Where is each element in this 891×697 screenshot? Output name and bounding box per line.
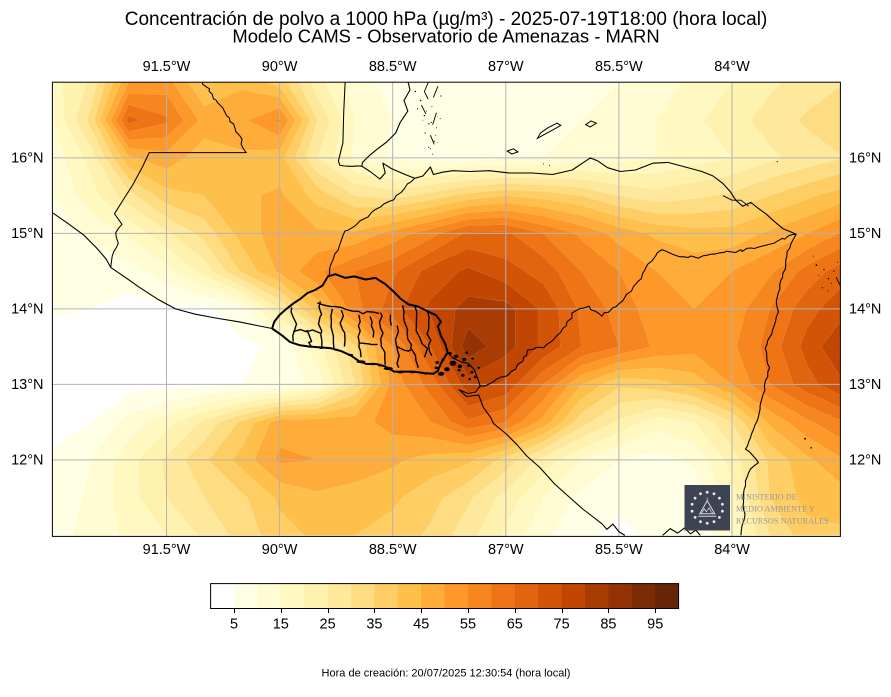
svg-text:90°W: 90°W: [262, 542, 298, 558]
svg-text:Concentración de polvo a 1000: Concentración de polvo a 1000 hPa (µg/m³…: [125, 9, 768, 30]
svg-text:85.5°W: 85.5°W: [595, 59, 643, 75]
svg-text:16°N: 16°N: [11, 151, 43, 167]
svg-text:16°N: 16°N: [849, 151, 881, 167]
svg-text:25: 25: [320, 617, 336, 633]
svg-text:15°N: 15°N: [11, 226, 43, 242]
svg-text:84°W: 84°W: [714, 59, 750, 75]
svg-text:85: 85: [600, 617, 616, 633]
svg-text:91.5°W: 91.5°W: [143, 59, 191, 75]
svg-text:13°N: 13°N: [11, 377, 43, 393]
svg-text:RECURSOS NATURALES: RECURSOS NATURALES: [736, 517, 829, 526]
svg-text:15°N: 15°N: [849, 226, 881, 242]
svg-text:12°N: 12°N: [11, 453, 43, 469]
svg-text:45: 45: [413, 617, 429, 633]
svg-text:84°W: 84°W: [714, 542, 750, 558]
svg-text:55: 55: [460, 617, 476, 633]
svg-text:91.5°W: 91.5°W: [143, 542, 191, 558]
svg-text:35: 35: [366, 617, 382, 633]
svg-text:14°N: 14°N: [11, 302, 43, 318]
svg-text:Hora de creación: 20/07/2025 1: Hora de creación: 20/07/2025 12:30:54 (h…: [322, 668, 571, 680]
svg-text:14°N: 14°N: [849, 302, 881, 318]
svg-text:85.5°W: 85.5°W: [595, 542, 643, 558]
svg-text:88.5°W: 88.5°W: [369, 59, 417, 75]
svg-text:12°N: 12°N: [849, 453, 881, 469]
svg-text:90°W: 90°W: [262, 59, 298, 75]
svg-text:13°N: 13°N: [849, 377, 881, 393]
svg-text:88.5°W: 88.5°W: [369, 542, 417, 558]
svg-text:75: 75: [554, 617, 570, 633]
svg-text:87°W: 87°W: [488, 542, 524, 558]
svg-text:65: 65: [507, 617, 523, 633]
svg-text:95: 95: [647, 617, 663, 633]
svg-text:5: 5: [230, 617, 238, 633]
svg-text:15: 15: [273, 617, 289, 633]
svg-text:Modelo CAMS - Observatorio de: Modelo CAMS - Observatorio de Amenazas -…: [232, 25, 659, 46]
svg-text:87°W: 87°W: [488, 59, 524, 75]
svg-text:MINISTERIO DE: MINISTERIO DE: [736, 493, 797, 502]
svg-text:MEDIO AMBIENTE Y: MEDIO AMBIENTE Y: [736, 505, 815, 514]
